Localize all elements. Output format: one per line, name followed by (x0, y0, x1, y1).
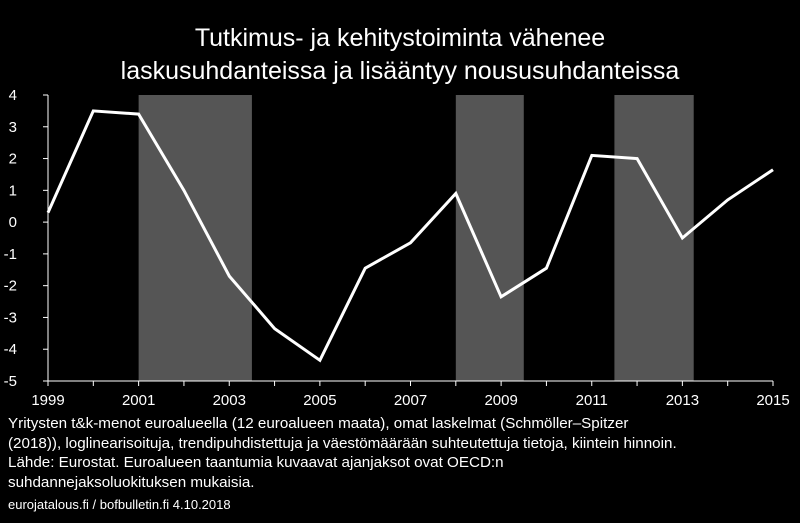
x-tick-label: 2007 (394, 392, 427, 409)
x-tick-label: 1999 (31, 392, 64, 409)
x-tick-label: 2013 (666, 392, 699, 409)
y-tick-label: 0 (9, 214, 17, 231)
x-tick-label: 2015 (756, 392, 789, 409)
y-tick-label: 3 (9, 119, 17, 136)
y-tick-label: -5 (4, 373, 17, 390)
footnote-line-1: Yritysten t&k-menot euroalueella (12 eur… (8, 415, 629, 432)
y-tick-label: 2 (9, 151, 17, 168)
footnote-line-4: suhdannejaksoluokituksen mukaisia. (8, 473, 255, 491)
chart-title: Tutkimus- ja kehitystoiminta vähenee las… (0, 22, 800, 88)
recession-band (138, 95, 252, 381)
chart-footnote: Yritysten t&k-menot euroalueella (12 eur… (8, 414, 798, 492)
series-group (46, 109, 774, 363)
footnote-line-2: (2018)), loglinearisoituja, trendipuhdis… (8, 434, 677, 452)
x-tick-label: 2001 (122, 392, 155, 409)
recession-bands (138, 95, 694, 381)
x-tick-label: 2011 (576, 392, 608, 409)
source-credit: eurojatalous.fi / bofbulletin.fi 4.10.20… (8, 497, 231, 512)
y-tick-label: 4 (9, 87, 17, 104)
y-tick-label: -3 (4, 309, 17, 326)
x-axis-ticks: 1999 2001 2003 2005 2007 2009 2011 2013 2015 (31, 381, 790, 409)
x-tick-label: 2005 (303, 392, 336, 409)
chart-title-line-2: laskusuhdanteissa ja lisääntyy noususuhd… (120, 57, 680, 85)
chart-title-line-1: Tutkimus- ja kehitystoiminta vähenee (194, 24, 606, 52)
y-tick-label: -2 (4, 278, 17, 295)
y-tick-label: 1 (9, 182, 17, 199)
recession-band (614, 95, 694, 381)
line-chart: 4 3 2 1 0 -1 -2 -3 -4 -5 1999 2001 2003 2005 2007 2009… (4, 87, 790, 409)
x-tick-label: 2003 (213, 392, 246, 409)
y-axis-ticks: 4 3 2 1 0 -1 -2 -3 -4 -5 (4, 87, 48, 390)
y-tick-label: -4 (4, 341, 17, 358)
recession-band (455, 95, 524, 381)
x-tick-label: 2009 (484, 392, 517, 409)
footnote-line-3: Lähde: Eurostat. Euroalueen taantumia ku… (8, 454, 504, 471)
y-tick-label: -1 (4, 246, 17, 263)
